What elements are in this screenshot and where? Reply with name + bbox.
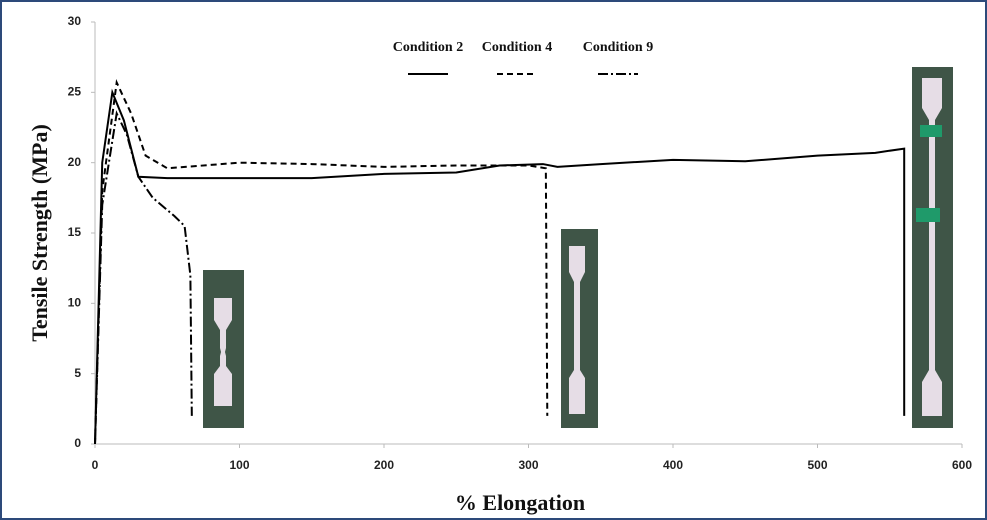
specimen-photo <box>912 67 953 428</box>
data-line <box>94 110 193 445</box>
y-tick-label: 10 <box>68 296 82 310</box>
legend-label: Condition 2 <box>393 40 463 55</box>
x-tick-label: 200 <box>374 458 394 472</box>
specimen-photo <box>203 270 244 428</box>
y-tick-label: 30 <box>68 14 82 28</box>
y-tick-label: 20 <box>68 155 82 169</box>
y-tick-label: 0 <box>74 436 81 450</box>
y-axis-title: Tensile Strength (MPa) <box>27 124 52 342</box>
y-tick-label: 5 <box>74 366 81 380</box>
y-tick-label: 25 <box>68 85 82 99</box>
data-line <box>94 88 906 445</box>
legend-label: Condition 9 <box>583 40 653 55</box>
x-tick-label: 300 <box>518 458 538 472</box>
specimen-photo <box>561 229 598 428</box>
data-line <box>94 78 549 445</box>
y-tick-label: 15 <box>68 225 82 239</box>
legend-label: Condition 4 <box>482 40 552 55</box>
x-tick-label: 600 <box>952 458 972 472</box>
x-axis-title: % Elongation <box>455 490 585 515</box>
x-tick-label: 100 <box>229 458 249 472</box>
x-tick-label: 500 <box>807 458 827 472</box>
x-tick-label: 0 <box>92 458 99 472</box>
x-tick-label: 400 <box>663 458 683 472</box>
